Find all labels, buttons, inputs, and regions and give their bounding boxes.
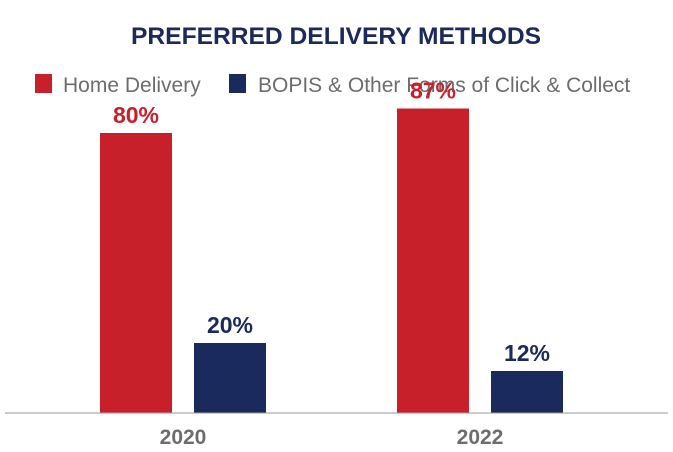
x-tick-label-2022: 2022: [457, 426, 504, 449]
bars: [100, 108, 563, 413]
legend-swatch-bopis: [229, 74, 246, 93]
data-label-2020-series-0: 80%: [113, 102, 159, 128]
x-axis-ticks: 2020 2022: [160, 426, 504, 449]
x-tick-label-2020: 2020: [160, 426, 207, 449]
data-labels: 80% 20% 87% 12%: [113, 78, 550, 367]
bar-2022-series-1: [491, 371, 563, 413]
data-label-2020-series-1: 20%: [207, 312, 253, 338]
bar-2020-series-0: [100, 133, 172, 413]
legend-label-home-delivery: Home Delivery: [63, 74, 201, 97]
legend: Home Delivery BOPIS & Other Forms of Cli…: [35, 74, 630, 97]
chart-title: PREFERRED DELIVERY METHODS: [131, 23, 541, 50]
bar-2022-series-0: [397, 108, 469, 413]
data-label-2022-series-0: 87%: [410, 78, 456, 104]
data-label-2022-series-1: 12%: [504, 340, 550, 366]
bar-2020-series-1: [194, 343, 266, 413]
legend-label-bopis: BOPIS & Other Forms of Click & Collect: [258, 74, 630, 97]
legend-swatch-home-delivery: [35, 74, 52, 93]
